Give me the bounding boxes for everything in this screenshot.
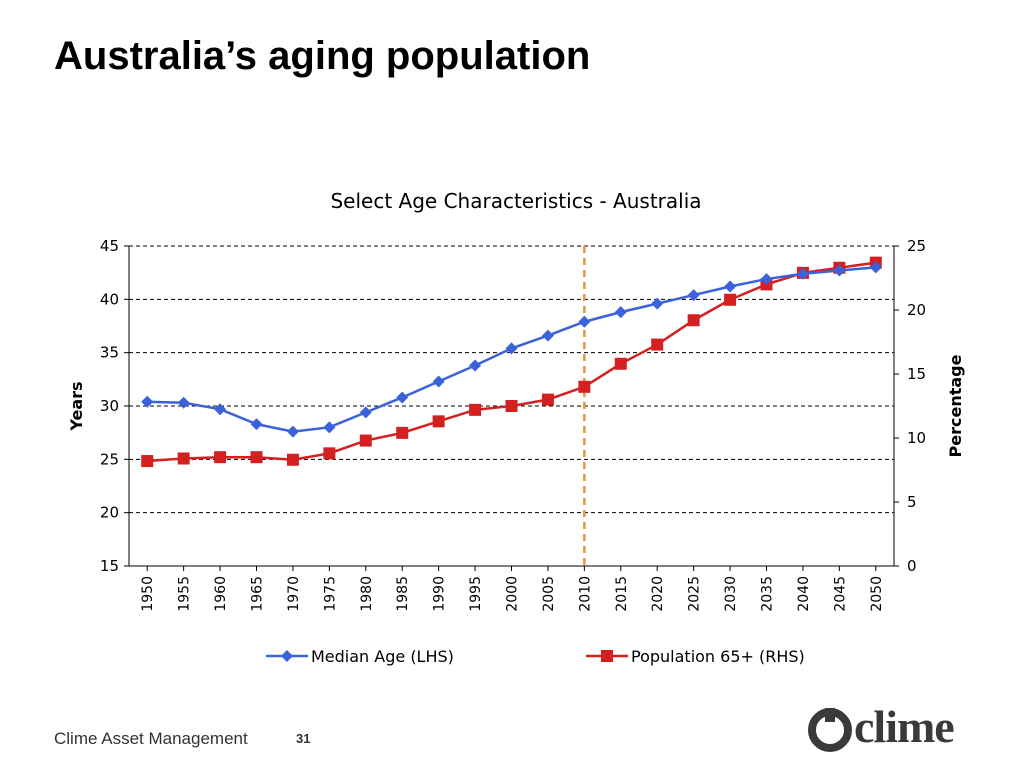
x-tick-label: 1960 [213, 576, 229, 612]
y-right-tick-label: 10 [907, 429, 926, 447]
data-point-square [141, 455, 154, 468]
data-point-square [469, 403, 482, 416]
y-right-tick-label: 25 [907, 237, 926, 255]
chart-title: Select Age Characteristics - Australia [330, 189, 701, 213]
y-left-tick-label: 30 [100, 397, 119, 415]
data-point-square [396, 426, 409, 439]
x-tick-label: 1990 [432, 576, 448, 612]
y-left-tick-label: 40 [100, 290, 119, 308]
x-tick-label: 1955 [177, 576, 193, 612]
data-point-diamond [651, 297, 664, 310]
data-point-square [432, 415, 445, 428]
x-tick-label: 2030 [723, 576, 739, 612]
data-point-diamond [359, 406, 372, 419]
y-right-tick-label: 5 [907, 493, 917, 511]
data-point-diamond [614, 306, 627, 319]
x-tick-label: 2035 [760, 576, 776, 612]
series [141, 256, 882, 468]
x-tick-label: 2025 [687, 576, 703, 612]
data-point-diamond [177, 396, 190, 409]
data-point-diamond [432, 375, 445, 388]
data-point-diamond [869, 261, 882, 274]
data-point-square [250, 451, 263, 464]
data-point-diamond [214, 403, 227, 416]
data-point-diamond [469, 359, 482, 372]
x-tick-label: 1995 [468, 576, 484, 612]
data-point-diamond [323, 421, 336, 434]
y-left-tick-label: 45 [100, 237, 119, 255]
footer-company: Clime Asset Management [54, 729, 248, 748]
x-tick-label: 1950 [140, 576, 156, 612]
x-tick-label: 2040 [796, 576, 812, 612]
y-left-tick-label: 25 [100, 450, 119, 468]
data-point-diamond [541, 329, 554, 342]
data-point-square [214, 451, 227, 464]
data-point-diamond [796, 267, 809, 280]
data-point-square [578, 380, 591, 393]
data-point-square [177, 452, 190, 465]
legend: Median Age (LHS) Population 65+ (RHS) [266, 647, 805, 666]
x-tick-label: 1985 [395, 576, 411, 612]
legend-label: Population 65+ (RHS) [631, 647, 805, 666]
data-point-square [286, 453, 299, 466]
y-right-tick-label: 15 [907, 365, 926, 383]
legend-label: Median Age (LHS) [311, 647, 454, 666]
data-point-diamond [286, 425, 299, 438]
data-point-diamond [578, 315, 591, 328]
x-tick-label: 1970 [286, 576, 302, 612]
x-tick-label: 2005 [541, 576, 557, 612]
logo-mark-icon [808, 708, 852, 752]
y-left-tick-label: 35 [100, 344, 119, 362]
line-chart: Select Age Characteristics - Australia 1… [67, 189, 965, 666]
data-point-square [651, 338, 664, 351]
data-point-diamond [505, 342, 518, 355]
y-right-tick-label: 0 [907, 557, 917, 575]
logo-text: clime [854, 701, 955, 752]
legend-marker-diamond [281, 650, 293, 662]
y-left-tick-label: 20 [100, 504, 119, 522]
data-point-square [505, 400, 518, 412]
x-tick-label: 1965 [250, 576, 266, 612]
data-point-diamond [141, 395, 154, 408]
legend-marker-square [601, 650, 613, 662]
data-point-diamond [396, 391, 409, 404]
data-point-square [724, 293, 737, 306]
y-right-tick-label: 20 [907, 301, 926, 319]
x-tick-label: 2000 [505, 576, 521, 612]
x-tick-label: 2045 [832, 576, 848, 612]
x-tick-label: 2050 [869, 576, 885, 612]
data-point-square [614, 357, 627, 370]
y-left-tick-label: 15 [100, 557, 119, 575]
page-number: 31 [296, 731, 311, 746]
series-line [147, 261, 876, 463]
data-point-diamond [833, 264, 846, 277]
gridlines [129, 245, 894, 514]
data-point-square [541, 393, 554, 406]
y-axis-left-label: Years [67, 381, 86, 431]
x-tick-label: 2010 [577, 576, 593, 612]
data-point-diamond [724, 280, 737, 293]
y-axis-right-label: Percentage [946, 354, 965, 457]
x-tick-label: 1975 [322, 576, 338, 612]
clime-logo: clime [808, 701, 998, 756]
data-point-diamond [760, 273, 773, 286]
data-point-square [687, 314, 700, 327]
x-tick-label: 2020 [650, 576, 666, 612]
x-tick-label: 2015 [614, 576, 630, 612]
data-point-diamond [687, 289, 700, 302]
slide-title: Australia’s aging population [54, 34, 591, 78]
x-tick-label: 1980 [359, 576, 375, 612]
data-point-diamond [250, 418, 263, 431]
data-point-square [323, 447, 336, 460]
data-point-square [359, 434, 372, 447]
